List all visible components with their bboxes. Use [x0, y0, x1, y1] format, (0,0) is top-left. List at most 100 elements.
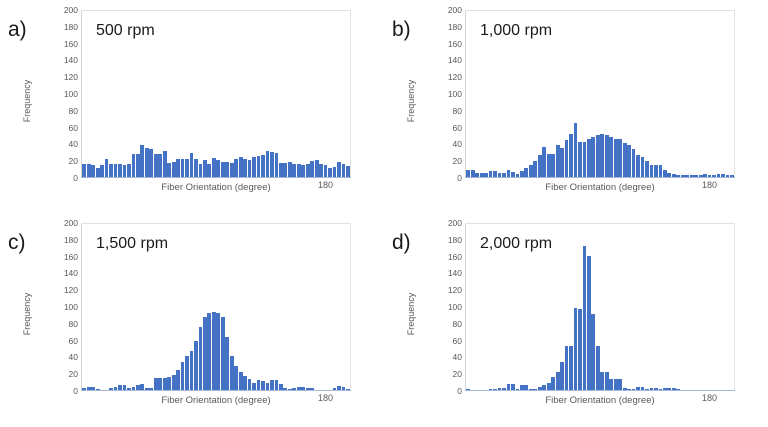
histogram-bar	[591, 136, 596, 177]
histogram-bar	[537, 386, 542, 390]
histogram-bar	[658, 165, 663, 177]
y-tick-label: 180	[63, 21, 78, 32]
panel-d-bars	[466, 223, 734, 390]
y-tick-label: 120	[63, 284, 78, 295]
panel-b-x-max-tick: 180	[702, 180, 718, 190]
histogram-bar	[140, 145, 145, 177]
histogram-bar	[82, 163, 87, 177]
panel-c-y-ticks: 0 20 40 60 80 100 120 140 160 180 200	[48, 219, 78, 395]
y-tick-label: 0	[457, 385, 462, 396]
y-tick-label: 80	[68, 318, 78, 329]
histogram-bar	[278, 384, 283, 390]
histogram-bar	[135, 385, 140, 390]
histogram-bar	[716, 173, 721, 177]
histogram-bar	[564, 345, 569, 390]
histogram-bar	[109, 163, 113, 177]
histogram-bar	[600, 133, 605, 177]
histogram-bar	[167, 377, 172, 390]
histogram-bar	[528, 389, 533, 390]
histogram-bar	[229, 162, 234, 177]
panel-b: b) 1,000 rpm Frequency 0 20 40 60 80 100 120 14…	[384, 0, 768, 213]
histogram-bar	[511, 172, 515, 177]
histogram-bar	[698, 174, 703, 177]
histogram-bar	[636, 155, 640, 177]
histogram-bar	[493, 389, 497, 390]
panel-d-x-axis-label: Fiber Orientation (degree)	[545, 395, 655, 406]
y-tick-label: 180	[63, 234, 78, 245]
histogram-bar	[270, 151, 274, 177]
histogram-bar	[546, 153, 551, 177]
histogram-bar	[216, 313, 221, 390]
histogram-bar	[578, 141, 582, 177]
histogram-bar	[533, 389, 538, 390]
y-tick-label: 100	[63, 301, 78, 312]
histogram-bar	[671, 387, 676, 390]
histogram-bar	[537, 155, 542, 177]
histogram-bar	[238, 156, 243, 177]
histogram-bar	[211, 157, 216, 177]
histogram-bar	[689, 174, 694, 177]
histogram-bar	[587, 138, 591, 177]
histogram-bar	[149, 149, 154, 177]
histogram-bar	[337, 385, 341, 390]
histogram-bar	[587, 255, 591, 390]
histogram-bar	[135, 153, 140, 177]
histogram-bar	[332, 388, 337, 390]
histogram-bar	[127, 163, 131, 177]
histogram-bar	[153, 378, 158, 390]
histogram-bar	[595, 135, 600, 177]
histogram-bar	[82, 387, 87, 390]
y-tick-label: 160	[447, 38, 462, 49]
panel-a-x-axis-line	[81, 177, 351, 178]
histogram-bar	[654, 165, 658, 177]
panel-c-x-axis-label: Fiber Orientation (degree)	[161, 395, 271, 406]
histogram-bar	[671, 173, 676, 177]
histogram-bar	[573, 308, 578, 390]
histogram-bar	[194, 340, 198, 390]
y-tick-label: 60	[68, 122, 78, 133]
y-tick-label: 140	[447, 55, 462, 66]
histogram-bar	[488, 171, 493, 177]
histogram-bar	[301, 165, 306, 177]
histogram-bar	[609, 136, 614, 177]
histogram-bar	[341, 164, 346, 177]
panel-d-x-axis-line	[465, 390, 735, 391]
panel-b-letter: b)	[392, 18, 411, 41]
histogram-bar	[497, 172, 502, 177]
y-tick-label: 20	[452, 368, 462, 379]
histogram-bar	[645, 389, 649, 390]
histogram-bar	[332, 166, 337, 177]
histogram-bar	[560, 361, 564, 390]
histogram-bar	[247, 160, 252, 177]
histogram-bar	[676, 174, 681, 177]
histogram-bar	[493, 171, 497, 177]
histogram-bar	[511, 384, 515, 390]
panel-a-letter: a)	[8, 18, 27, 41]
histogram-bar	[198, 326, 203, 390]
histogram-bar	[162, 378, 167, 390]
y-tick-label: 80	[68, 105, 78, 116]
panel-c: c) 1,500 rpm Frequency 0 20 40 60 80 100 120 14…	[0, 213, 384, 426]
histogram-bar	[176, 158, 180, 177]
y-tick-label: 120	[63, 71, 78, 82]
histogram-bar	[636, 386, 640, 390]
histogram-bar	[685, 175, 690, 177]
histogram-bar	[149, 387, 154, 390]
histogram-bar	[180, 158, 185, 177]
y-tick-label: 60	[452, 335, 462, 346]
panel-b-y-axis-label: Frequency	[406, 79, 416, 123]
panel-b-y-axis-line	[465, 10, 466, 178]
histogram-bar	[662, 388, 667, 390]
panel-a: a) 500 rpm Frequency 0 20 40 60 80 100 120 140 1…	[0, 0, 384, 213]
histogram-bar	[292, 164, 297, 177]
histogram-bar	[194, 158, 198, 177]
histogram-bar	[502, 172, 506, 177]
histogram-bar	[310, 161, 315, 177]
panel-d-letter: d)	[392, 231, 411, 254]
histogram-bar	[730, 175, 734, 177]
histogram-bar	[95, 167, 100, 177]
panel-b-title: 1,000 rpm	[480, 22, 553, 39]
y-tick-label: 60	[452, 122, 462, 133]
histogram-bar	[252, 382, 256, 390]
panel-a-y-ticks: 0 20 40 60 80 100 120 140 160 180 200	[48, 6, 78, 182]
